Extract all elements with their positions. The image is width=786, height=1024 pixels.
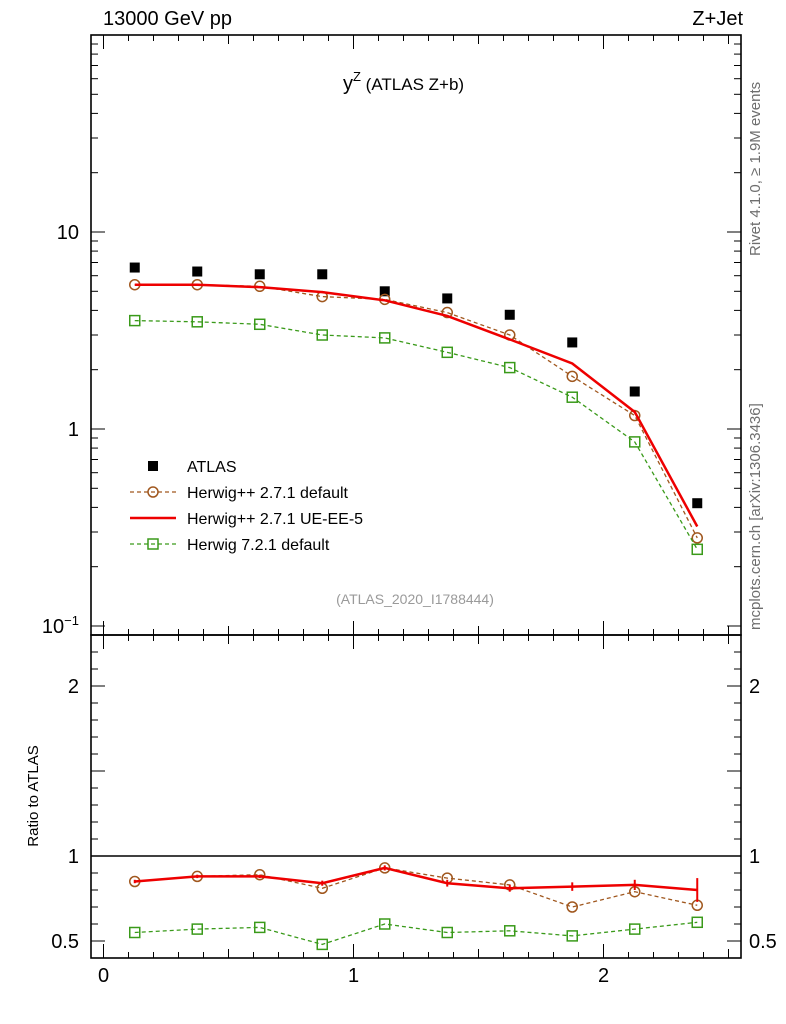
ratio-series-line [134, 921, 698, 946]
legend-label: Herwig 7.2.1 default [187, 537, 330, 554]
series-line [134, 319, 698, 550]
data-point [567, 337, 578, 348]
data-point [504, 361, 516, 374]
data-point [691, 532, 703, 544]
y-tick-label-exponent: −1 [64, 613, 79, 628]
analysis-watermark: (ATLAS_2020_I1788444) [336, 591, 494, 607]
data-point [191, 316, 203, 328]
ratio-y-tick-label: 1 [68, 846, 79, 868]
ratio-y-tick-label-right: 2 [749, 676, 760, 698]
data-point [441, 306, 453, 319]
ratio-data-point [691, 916, 703, 929]
legend-label: Herwig++ 2.7.1 UE-EE-5 [187, 511, 363, 528]
data-point [254, 318, 266, 331]
data-point [566, 370, 578, 383]
data-point [129, 314, 141, 327]
ratio-plot-frame [90, 634, 742, 959]
legend-marker [147, 486, 159, 498]
data-point [441, 346, 453, 359]
chart-title: yZ (ATLAS Z+b) [343, 69, 464, 95]
x-tick-label: 2 [598, 965, 609, 987]
ratio-data-point [379, 918, 391, 930]
ratio-data-point [441, 926, 453, 939]
legend-marker [147, 538, 159, 550]
series-line [134, 283, 699, 528]
data-point [629, 436, 641, 448]
data-point [692, 498, 703, 509]
ratio-y-tick-label-right: 1 [749, 846, 760, 868]
ratio-data-point [629, 923, 641, 935]
chart-title-subtitle: (ATLAS Z+b) [361, 75, 464, 94]
data-point [317, 269, 328, 280]
data-point [379, 286, 390, 297]
header-left: 13000 GeV pp [103, 8, 232, 30]
legend-marker [148, 461, 158, 471]
legend-label: ATLAS [187, 459, 237, 476]
ratio-data-point [129, 926, 141, 939]
y-tick-label: 10−1 [42, 613, 79, 638]
ratio-data-point [504, 925, 516, 937]
ratio-data-point [191, 923, 203, 935]
ratio-y-tick-label: 0.5 [51, 931, 79, 953]
ratio-data-point [566, 901, 578, 913]
data-point [504, 309, 515, 320]
data-point [316, 329, 328, 341]
ratio-data-point [316, 938, 328, 951]
x-tick-label: 1 [348, 965, 359, 987]
ratio-series-line [134, 867, 698, 908]
ratio-data-point [254, 868, 266, 881]
y-tick-label-base: 10 [42, 616, 64, 638]
x-tick-label: 0 [98, 965, 109, 987]
data-point [629, 386, 640, 397]
data-point [566, 391, 578, 403]
chart-title-main: y [343, 73, 353, 95]
data-point [379, 332, 391, 344]
chart-title-superscript: Z [353, 69, 361, 84]
data-point [442, 293, 453, 304]
data-point [254, 269, 265, 280]
data-point [192, 266, 203, 277]
ratio-panel: 2 2 1 1 0.5 0.5 0 1 2 Ratio to ATLAS [25, 634, 777, 987]
ratio-y-tick-label: 2 [68, 676, 79, 698]
header-right: Z+Jet [692, 8, 743, 30]
ratio-y-axis-label: Ratio to ATLAS [25, 745, 42, 846]
legend-label: Herwig++ 2.7.1 default [187, 485, 349, 502]
ratio-series-line [134, 866, 698, 892]
data-point [129, 262, 140, 273]
y-tick-label: 1 [68, 419, 79, 441]
data-point [691, 543, 703, 556]
ratio-y-tick-label-right: 0.5 [749, 931, 777, 953]
ratio-data-point [254, 921, 266, 934]
y-tick-label: 10 [57, 222, 79, 244]
ratio-data-point [566, 930, 578, 942]
